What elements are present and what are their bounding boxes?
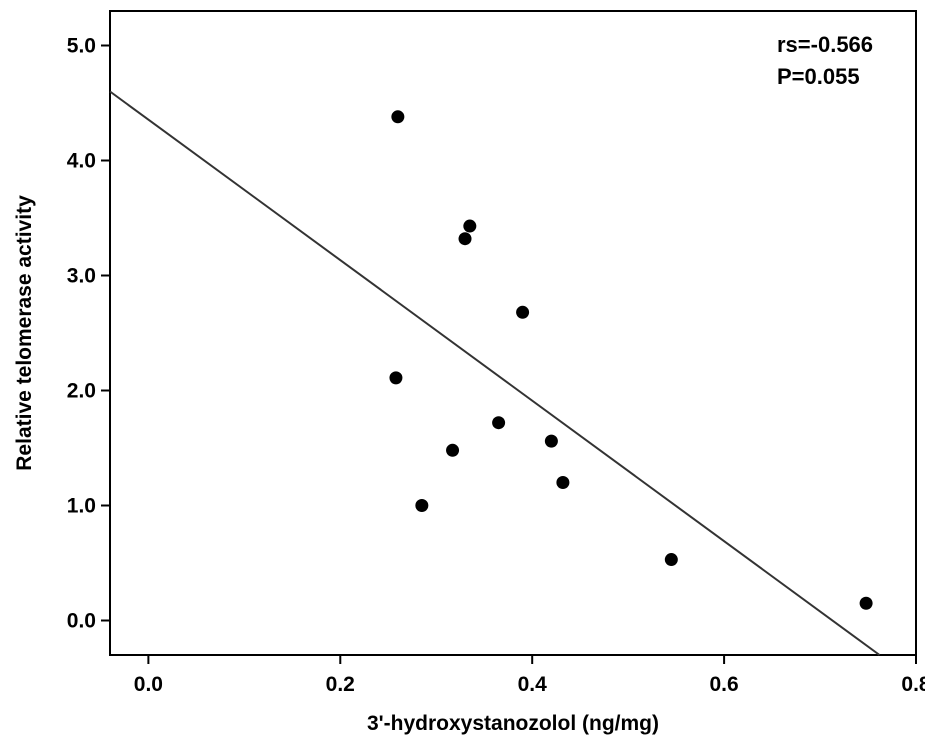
data-point — [415, 499, 429, 512]
data-point — [458, 232, 472, 246]
x-tick-label: 0.0 — [134, 673, 163, 696]
data-point — [391, 110, 405, 124]
plot-frame — [109, 10, 917, 656]
data-point — [664, 553, 678, 567]
y-tick-label: 5.0 — [67, 35, 96, 58]
data-point — [556, 476, 570, 489]
data-point — [544, 434, 558, 448]
data-point — [516, 305, 530, 319]
correlation-annotation: rs=-0.566 — [777, 32, 873, 57]
p-value-annotation: P=0.055 — [777, 64, 860, 89]
x-tick-label: 0.8 — [901, 673, 925, 696]
data-point — [446, 443, 460, 457]
x-tick-label: 0.4 — [518, 673, 548, 696]
y-axis-title: Relative telomerase activity — [13, 195, 36, 471]
data-points — [389, 110, 873, 610]
x-axis: 0.0 0.2 0.4 0.6 0.8 — [134, 655, 925, 696]
data-point — [859, 596, 873, 610]
y-axis: 0.0 1.0 2.0 3.0 4.0 5.0 — [67, 35, 110, 633]
x-axis-title: 3'-hydroxystanozolol (ng/mg) — [367, 712, 659, 735]
x-tick-label: 0.2 — [326, 673, 355, 696]
data-point — [463, 219, 477, 233]
y-tick-label: 1.0 — [67, 495, 96, 518]
y-tick-label: 2.0 — [67, 380, 96, 403]
x-tick-label: 0.6 — [709, 673, 738, 696]
data-point — [492, 416, 506, 430]
data-point — [389, 371, 403, 385]
regression-line — [109, 90, 881, 656]
y-tick-label: 0.0 — [67, 610, 96, 633]
y-tick-label: 4.0 — [67, 150, 96, 173]
y-tick-label: 3.0 — [67, 265, 96, 288]
